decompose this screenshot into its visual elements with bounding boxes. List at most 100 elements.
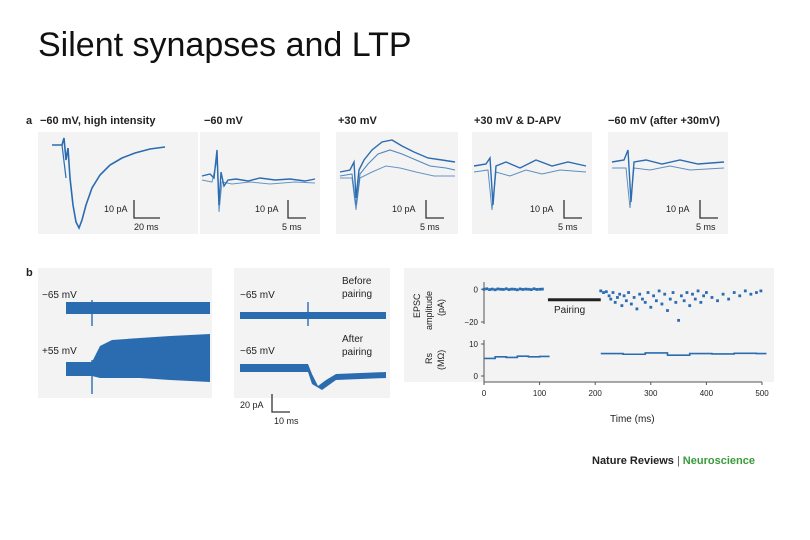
chart-top-point-after <box>622 294 626 298</box>
chart-bottom-line-after <box>600 352 767 356</box>
slide-title: Silent synapses and LTP <box>38 26 412 64</box>
panel-b-middle-scale-x: 10 ms <box>274 416 299 426</box>
panel-b-left-trace-2 <box>66 334 210 382</box>
panel-a-sub-2-scale-x: 5 ms <box>282 222 302 232</box>
chart-bottom-ylabel-1: Rs <box>424 353 434 364</box>
chart-top-point-before <box>496 287 500 291</box>
panel-a-sub-1-trace <box>52 137 166 230</box>
chart-top-point-after <box>705 291 708 294</box>
panel-b-label: b <box>26 267 33 279</box>
panel-a-sub-3-trace-c <box>340 165 455 211</box>
chart-top-point-after <box>611 291 615 294</box>
chart-top-point-before <box>538 287 541 291</box>
panel-a-sub-1-title: −60 mV, high intensity <box>40 115 156 127</box>
chart-top-point-before <box>518 287 522 291</box>
chart-top-point-after <box>727 297 731 301</box>
chart-xlabel: Time (ms) <box>610 414 655 425</box>
panel-a-sub-5-title: −60 mV (after +30mV) <box>608 115 720 127</box>
chart-top-point-before <box>493 288 497 292</box>
chart-top-ylabel-2: amplitude <box>424 291 434 330</box>
chart-top-point-before <box>504 287 508 291</box>
panel-a-sub-5-trace <box>611 149 725 203</box>
credit-publisher: Nature Reviews <box>592 455 674 467</box>
chart-top-point-after <box>629 302 633 306</box>
panel-a-sub-1: −60 mV, high intensity 10 pA 20 ms <box>38 115 198 234</box>
chart-top-point-after <box>609 297 613 301</box>
panel-a-label: a <box>26 115 33 127</box>
panel-a-sub-4-title: +30 mV & D-APV <box>474 115 562 127</box>
chart-top-point-before <box>510 287 514 291</box>
chart-top-point-after <box>618 292 622 296</box>
chart-top-point-after <box>620 304 624 308</box>
chart-top-point-after <box>671 291 675 294</box>
chart-top-y-tick-label: −20 <box>464 318 478 327</box>
chart-x-tick-label: 0 <box>482 389 487 398</box>
panel-a-sub-5-scalebar <box>699 200 718 219</box>
chart-top-point-after <box>657 289 661 293</box>
panel-a-sub-2: −60 mV 10 pA 5 ms <box>200 115 320 234</box>
chart-top-point-after <box>616 296 619 299</box>
panel-b-middle-trace-1 <box>240 312 386 319</box>
chart-top-point-before <box>535 288 539 291</box>
chart-bottom-line-before <box>484 355 550 360</box>
panel-b-middle-trace-2 <box>240 364 386 390</box>
chart-top-point-after <box>699 300 703 304</box>
chart-top-point-before <box>527 287 530 291</box>
chart-top-point-after <box>663 292 667 296</box>
panel-a-sub-5-bg <box>608 132 728 234</box>
chart-top-point-after <box>688 304 692 308</box>
panel-a-sub-1-artifact <box>61 144 67 179</box>
chart-top-point-after <box>679 294 683 298</box>
chart-top-point-after <box>607 294 611 298</box>
chart-top-point-after <box>721 292 725 296</box>
panel-a-sub-5-trace-b <box>612 165 725 209</box>
credit-separator: | <box>676 455 680 467</box>
panel-b-left: −65 mV +55 mV <box>38 268 212 398</box>
panel-a-sub-2-title: −60 mV <box>204 115 243 127</box>
panel-a-sub-2-scalebar <box>287 200 306 219</box>
panel-b-middle-v1: −65 mV <box>240 290 275 301</box>
chart-top-point-after <box>668 297 672 301</box>
chart-x-tick-label: 200 <box>589 389 603 398</box>
chart-top-point-after <box>641 297 644 301</box>
chart-x-tick-label: 300 <box>644 389 658 398</box>
chart-x-tick-label: 100 <box>533 389 547 398</box>
chart-top-point-after <box>693 297 697 301</box>
panel-b-middle-note1-l2: pairing <box>342 289 372 300</box>
panel-a-sub-5: −60 mV (after +30mV) 10 pA 5 ms <box>608 115 728 234</box>
chart-annotation: Pairing <box>554 305 585 316</box>
panel-b-middle-v2: −65 mV <box>240 346 275 357</box>
panel-b-middle-note1-l1: Before <box>342 276 372 287</box>
panel-a-sub-3-scale-x: 5 ms <box>420 222 440 232</box>
chart-top-point-before <box>485 287 489 291</box>
chart-top-point-after <box>738 294 742 298</box>
chart-x-tick-label: 500 <box>755 389 769 398</box>
panel-b-left-v1: −65 mV <box>42 290 77 301</box>
panel-a-sub-1-scale-x: 20 ms <box>134 222 159 232</box>
chart-bottom-ylabel-2: (MΩ) <box>436 350 446 370</box>
chart-top-y-tick-label: 0 <box>474 285 479 294</box>
chart-top-point-after <box>638 292 642 296</box>
panel-b-middle-note2-l1: After <box>342 334 364 345</box>
chart-top-point-before <box>499 287 503 291</box>
panel-a-sub-3-trace <box>339 139 456 199</box>
panel-a-sub-3-title: +30 mV <box>338 115 377 127</box>
chart-top-point-after <box>716 299 719 303</box>
chart-top-point-before <box>513 287 516 291</box>
chart-pairing-bar <box>547 298 601 302</box>
chart-top-point-after <box>660 302 664 306</box>
chart-top-point-before <box>507 288 511 291</box>
panel-a-sub-1-scale-y: 10 pA <box>104 204 128 214</box>
chart-top-point-before <box>529 288 533 291</box>
panel-b-middle-scale-y: 20 pA <box>240 400 264 410</box>
chart-top-point-after <box>646 291 650 294</box>
chart-top-point-after <box>643 300 647 304</box>
chart-top-point-after <box>652 294 655 298</box>
panel-a-sub-4-scalebar <box>563 200 582 219</box>
chart-top-point-after <box>604 290 608 294</box>
chart-top-point-after <box>624 299 628 303</box>
chart-top-point-after <box>677 318 680 322</box>
panel-a-sub-3-bg <box>336 132 458 234</box>
panel-a-sub-2-trace-b <box>201 159 316 213</box>
chart-bg <box>404 268 774 382</box>
